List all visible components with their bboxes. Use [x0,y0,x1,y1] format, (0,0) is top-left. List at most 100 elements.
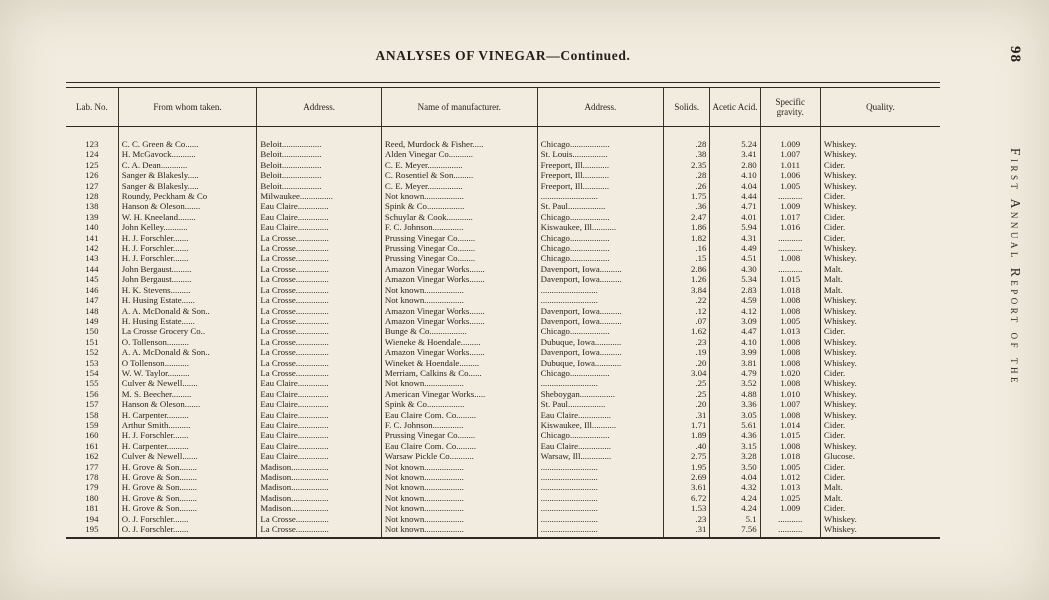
cell-address: Eau Claire.............. [256,409,382,420]
cell-address: La Crosse............... [256,326,382,337]
cell-specific-gravity: 1.005 [759,461,821,472]
cell-lab-no: 150 [85,326,99,337]
cell-quality: Malt. [819,482,940,493]
cell-specific-gravity: 1.007 [759,399,821,410]
cell-manufacturer: Not known.................. [380,472,538,483]
cell-lab-no: 179 [85,482,99,493]
bottom-rule [66,537,940,541]
cell-address-2: St. Paul................. [536,399,664,410]
cell-quality: Malt. [819,263,940,275]
cell-manufacturer: Merriam, Calkins & Co...... [380,367,538,379]
cell-from-whom: Hanson & Oleson....... [117,399,257,410]
vinegar-analyses-table-wrap: Lab. No. From whom taken. Address. Name … [66,82,940,541]
cell-acetic-acid: 3.36 [709,399,761,410]
cell-address: Madison................. [256,482,382,493]
cell-solids: .25 [663,388,710,400]
cell-lab-no: 128 [85,191,99,202]
cell-quality: Whiskey. [819,149,940,160]
cell-manufacturer: Wineket & Hoendale......... [380,357,538,368]
header-lab-no: Lab. No. [66,88,119,127]
cell-solids: 1.95 [663,461,710,472]
header-address-2: Address. [536,88,664,127]
table-row: 138 Hanson & Oleson....... Eau Claire.....… [66,201,940,212]
cell-address-2: Davenport, Iowa.......... [536,347,664,358]
cell-specific-gravity: ........... [759,513,821,525]
cell-quality: Cider. [819,503,940,514]
table-row: 141 H. J. Forschler....... La Crosse......… [66,232,940,244]
cell-acetic-acid: 2.80 [709,159,761,171]
cell-manufacturer: Amazon Vinegar Works....... [380,315,538,327]
cell-address: La Crosse............... [256,274,382,285]
cell-quality: Cider. [819,367,940,379]
cell-address-2: Chicago.................. [536,126,664,150]
cell-quality: Malt. [819,284,940,296]
cell-manufacturer: Prussing Vinegar Co........ [380,430,538,441]
cell-address: Eau Claire.............. [256,419,382,431]
cell-from-whom: H. Carpenter.......... [117,440,257,452]
cell-manufacturer: Schuylar & Cook............ [380,211,538,223]
table-row: 162 Culver & Newell....... Eau Claire.....… [66,451,940,462]
cell-address-2: .......................... [536,461,664,472]
cell-acetic-acid: 4.30 [709,263,761,275]
cell-from-whom: Sanger & Blakesly..... [117,180,257,192]
cell-quality: Whiskey. [819,315,940,327]
cell-address-2: Chicago.................. [536,253,664,264]
cell-lab-no: 123 [85,139,99,149]
cell-lab-no: 140 [85,222,99,233]
table-row: 149 H. Husing Estate...... La Crosse......… [66,315,940,327]
cell-address-2: .......................... [536,284,664,296]
cell-from-whom: Culver & Newell....... [117,378,257,389]
cell-acetic-acid: 5.61 [709,419,761,431]
cell-solids: .25 [663,378,710,389]
cell-manufacturer: Spink & Co................. [380,399,538,410]
cell-from-whom: C. A. Dean............ [117,159,257,171]
cell-acetic-acid: 4.24 [709,503,761,514]
cell-specific-gravity: 1.015 [759,274,821,285]
cell-address: Madison................. [256,461,382,472]
cell-lab-no: 195 [85,524,99,535]
cell-acetic-acid: 5.34 [709,274,761,285]
table-row: 153 O Tollenson........... La Crosse......… [66,357,940,368]
cell-from-whom: John Bergaust......... [117,274,257,285]
cell-address: Madison................. [256,472,382,483]
cell-address: Eau Claire.............. [256,451,382,462]
cell-from-whom: A. A. McDonald & Son.. [117,347,257,358]
cell-manufacturer: Reed, Murdock & Fisher..... [380,126,538,150]
cell-from-whom: O. Tollenson.......... [117,336,257,348]
cell-quality: Whiskey. [819,347,940,358]
cell-from-whom: H. K. Stevens......... [117,284,257,296]
cell-acetic-acid: 4.71 [709,201,761,212]
cell-manufacturer: F. C. Johnson.............. [380,419,538,431]
cell-specific-gravity: 1.008 [759,440,821,452]
cell-manufacturer: Amazon Vinegar Works....... [380,274,538,285]
table-row: 151 O. Tollenson.......... La Crosse......… [66,336,940,348]
cell-specific-gravity: 1.014 [759,419,821,431]
cell-quality: Whiskey. [819,399,940,410]
cell-quality: Whiskey. [819,513,940,525]
cell-manufacturer: C. E. Meyer................ [380,159,538,171]
cell-solids: .28 [663,170,710,181]
cell-specific-gravity: 1.007 [759,149,821,160]
cell-address: La Crosse............... [256,305,382,316]
table-row: 155 Culver & Newell....... Eau Claire.....… [66,378,940,389]
table-row: 180 H. Grove & Son........ Madison........… [66,492,940,504]
cell-from-whom: Sanger & Blakesly..... [117,170,257,181]
cell-solids: 6.72 [663,492,710,504]
header-solids: Solids. [663,88,710,127]
cell-quality: Whiskey. [819,253,940,264]
cell-address-2: .......................... [536,295,664,306]
cell-specific-gravity: ........... [759,191,821,202]
cell-address-2: Dubuque, Iowa............ [536,357,664,368]
cell-quality: Whiskey. [819,305,940,316]
cell-quality: Cider. [819,191,940,202]
cell-from-whom: H. J. Forschler....... [117,253,257,264]
cell-address-2: Eau Claire............... [536,409,664,420]
table-row: 152 A. A. McDonald & Son.. La Crosse......… [66,347,940,358]
cell-address: Beloit.................. [256,126,382,150]
cell-lab-no: 153 [85,357,99,368]
cell-acetic-acid: 4.88 [709,388,761,400]
cell-from-whom: H. Carpenter.......... [117,409,257,420]
cell-lab-no: 149 [85,315,99,326]
cell-address-2: Chicago.................. [536,232,664,244]
